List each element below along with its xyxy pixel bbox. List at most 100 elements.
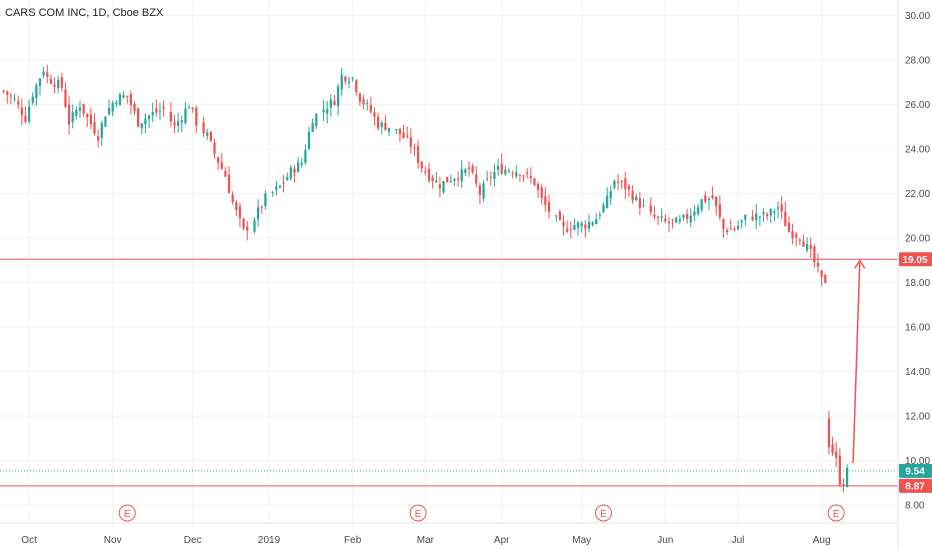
candle (580, 221, 583, 233)
candle (122, 91, 125, 99)
candle (344, 75, 347, 85)
candle (406, 126, 409, 139)
candle-body (478, 185, 482, 195)
candle (264, 190, 267, 210)
candle (162, 100, 165, 117)
candle-body (111, 103, 114, 112)
candle (9, 92, 13, 105)
candle-body (24, 115, 27, 122)
candle-body (696, 207, 700, 214)
candle-body (347, 81, 351, 84)
candle-body (511, 173, 514, 175)
candle-body (489, 176, 492, 178)
candle (293, 165, 296, 183)
time-axis[interactable]: Oct Nov Dec 2019 Feb Mar Apr May Jun Jul Aug (21, 535, 830, 546)
candle (260, 205, 263, 215)
candle (715, 196, 718, 216)
candle-body (656, 216, 660, 218)
candle-body (322, 109, 325, 113)
price-axis[interactable]: 8.00 10.00 12.00 14.00 16.00 18.00 20.00 22.00 2… (905, 11, 930, 512)
candle (75, 106, 78, 120)
candle-body (693, 211, 696, 216)
candle-body (384, 122, 387, 131)
candle-body (329, 99, 332, 108)
candle (493, 163, 496, 187)
candle-body (704, 195, 707, 202)
price-tick-label: 28.00 (905, 56, 930, 67)
candle-body (576, 222, 580, 228)
candle (467, 161, 471, 177)
candle-body (725, 230, 729, 233)
candle-body (627, 185, 631, 190)
candle-body (805, 243, 809, 251)
candle-body (60, 77, 63, 88)
candle-body (282, 182, 285, 184)
candle-body (424, 171, 427, 173)
candle-body (671, 219, 674, 221)
candle-body (722, 219, 725, 230)
candle (278, 184, 282, 189)
candle (104, 116, 107, 127)
candle (64, 82, 67, 109)
candle (144, 113, 147, 134)
candle (638, 191, 641, 215)
candle (769, 207, 772, 223)
candle (220, 153, 223, 170)
candle-body (751, 216, 754, 221)
candle (496, 158, 500, 176)
candle (616, 173, 620, 191)
candle (736, 220, 740, 231)
candle-body (587, 222, 591, 229)
candle-body (395, 129, 398, 131)
price-label-text: 19.05 (902, 255, 927, 266)
candle-body (595, 219, 598, 225)
candle (824, 273, 827, 284)
candle (442, 180, 445, 195)
time-tick-label: Apr (494, 535, 510, 546)
candle (158, 102, 162, 121)
candle (700, 198, 703, 213)
candle (257, 199, 260, 227)
candle-body (173, 122, 176, 126)
candle (762, 208, 765, 222)
candle (155, 99, 158, 117)
candle (376, 112, 380, 131)
candle (147, 114, 151, 129)
candles (2, 64, 849, 492)
candle (627, 183, 631, 198)
candle-body (784, 211, 787, 226)
candle (402, 124, 405, 139)
candle-body (107, 107, 111, 115)
price-tick-label: 26.00 (905, 100, 930, 111)
candle (784, 201, 787, 227)
axes (0, 0, 899, 550)
candle-body (57, 80, 60, 89)
candle-body (529, 176, 532, 179)
candle-body (376, 116, 380, 129)
candle-body (64, 89, 67, 107)
candle-body (493, 171, 496, 179)
candle-body (184, 108, 187, 123)
candle (118, 92, 122, 106)
candle (311, 118, 314, 133)
candle (704, 191, 707, 204)
candle (460, 160, 463, 188)
candle (289, 164, 292, 181)
earnings-marker: E (118, 504, 136, 522)
candle (478, 182, 482, 204)
candle (718, 195, 721, 221)
candle-body (616, 181, 620, 183)
candle-body (569, 229, 572, 231)
candle (409, 128, 412, 154)
candle-body (31, 96, 34, 103)
candle (689, 208, 692, 228)
candle (733, 226, 736, 232)
candle (326, 100, 329, 124)
candle-body (311, 122, 314, 133)
candle (373, 107, 376, 126)
candle (137, 107, 140, 128)
candle (740, 219, 743, 229)
candle (242, 217, 245, 231)
